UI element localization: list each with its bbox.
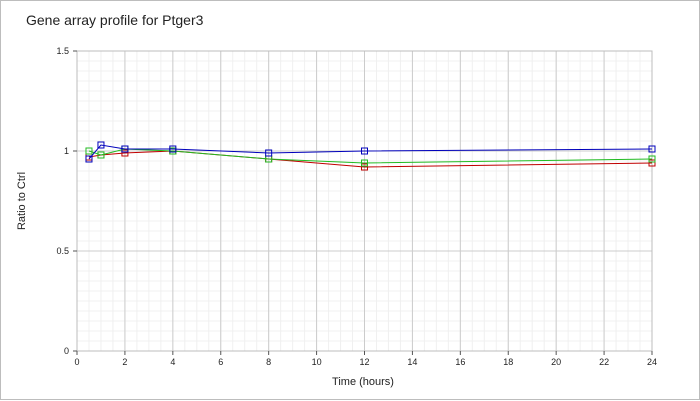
data-point (121, 149, 129, 157)
x-tick-label: 6 (218, 357, 223, 367)
x-tick-label: 0 (74, 357, 79, 367)
x-axis-ticks: 0 2 4 6 8 10 12 14 16 18 20 22 24 (74, 351, 657, 367)
data-point (648, 159, 656, 167)
data-point (97, 141, 105, 149)
x-tick-label: 22 (599, 357, 609, 367)
series-line (88, 148, 653, 164)
y-tick-label: 0.5 (56, 246, 69, 256)
chart-title: Gene array profile for Ptger3 (26, 12, 204, 28)
data-point (121, 145, 129, 153)
series-3 (85, 141, 656, 163)
data-point (648, 145, 656, 153)
y-tick-label: 1.5 (56, 46, 69, 56)
series-layer (85, 141, 656, 171)
y-tick-label: 1 (64, 146, 69, 156)
data-point (97, 151, 105, 159)
data-point (85, 155, 93, 163)
y-axis-label: Ratio to Ctrl (16, 172, 28, 230)
data-point (85, 147, 93, 155)
data-point (648, 155, 656, 163)
x-tick-label: 16 (455, 357, 465, 367)
data-point (361, 163, 368, 171)
series-line (88, 144, 653, 160)
data-point (361, 147, 368, 155)
x-tick-label: 10 (312, 357, 322, 367)
x-tick-label: 12 (359, 357, 369, 367)
x-tick-label: 24 (647, 357, 657, 367)
series-line (88, 150, 653, 168)
x-axis-label: Time (hours) (332, 376, 394, 388)
y-tick-label: 0 (64, 346, 69, 356)
x-tick-label: 18 (503, 357, 513, 367)
data-point (265, 149, 273, 157)
y-axis-ticks: 0 0.5 1 1.5 (56, 46, 77, 356)
x-tick-label: 14 (407, 357, 417, 367)
data-point (361, 159, 368, 167)
x-tick-label: 4 (170, 357, 175, 367)
x-tick-label: 8 (266, 357, 271, 367)
data-point (169, 145, 177, 153)
x-tick-label: 2 (122, 357, 127, 367)
x-tick-label: 20 (551, 357, 561, 367)
